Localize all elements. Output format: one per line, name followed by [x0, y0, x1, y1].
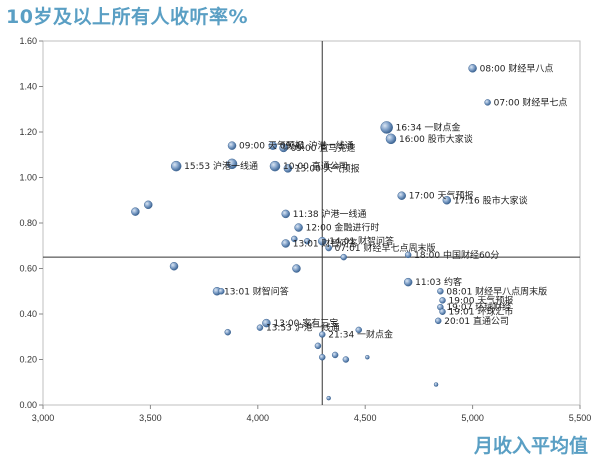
data-point [262, 318, 271, 328]
data-point [355, 326, 363, 334]
data-point [144, 200, 153, 210]
data-label: 16:34 一财点金 [396, 121, 461, 133]
y-tick-label: 1.40 [19, 82, 37, 92]
data-label: 17:00 天气预报 [409, 190, 474, 202]
data-label: 17:16 股市大家谈 [454, 194, 528, 206]
data-point [318, 353, 326, 361]
data-point [433, 382, 439, 387]
data-point [437, 288, 444, 295]
data-point [268, 141, 278, 150]
data-label: 11:38 沪港一线通 [293, 208, 367, 220]
data-point [227, 141, 237, 150]
data-point [318, 331, 326, 338]
data-label: 19:01 环球汇市 [449, 306, 514, 318]
data-label: 08:01 财经早八点周末版 [446, 285, 547, 297]
data-point [218, 288, 225, 295]
data-point [468, 64, 477, 73]
y-tick-label: 0.60 [19, 264, 37, 274]
data-point [434, 317, 442, 325]
data-point [279, 143, 288, 153]
data-point [365, 354, 370, 360]
data-label: 15:53 沪港一线通 [184, 160, 258, 172]
data-label: 09:00 天气预报 [239, 140, 304, 152]
data-label: 21:34 一财点金 [328, 328, 393, 340]
data-label: 14:01 财智问答 [329, 235, 394, 247]
data-point [342, 356, 350, 363]
data-label: 13:53 沪港一线通 [266, 322, 340, 334]
data-point [439, 297, 446, 304]
data-label: 13:01 财智问答 [293, 237, 358, 249]
data-point [170, 160, 182, 172]
data-point [294, 223, 303, 232]
data-label: 09:41 沪港一线通 [280, 140, 354, 152]
y-tick-label: 0.40 [19, 309, 37, 319]
data-point [226, 158, 238, 170]
data-point [326, 395, 331, 401]
data-point [397, 191, 406, 200]
data-label: 13:01 财智问答 [224, 285, 289, 297]
data-label: 20:01 直通公司 [444, 315, 509, 327]
x-tick-label: 4,000 [247, 413, 270, 423]
data-point [303, 237, 311, 245]
data-point [131, 207, 140, 216]
data-point [291, 235, 298, 243]
data-point [442, 196, 452, 205]
data-point [385, 133, 397, 145]
x-tick-label: 5,000 [461, 413, 484, 423]
data-point [404, 251, 412, 259]
data-point [256, 324, 264, 331]
chart-title: 10岁及以上所有人收听率% [6, 6, 248, 28]
data-point [439, 308, 446, 315]
data-point [317, 236, 327, 246]
data-point [331, 351, 339, 359]
y-tick-label: 0.80 [19, 218, 37, 228]
data-point [292, 264, 301, 273]
data-label: 09:00 直马竞速 [291, 142, 356, 154]
data-point [224, 328, 231, 336]
data-point [169, 261, 179, 271]
data-label: 19:07 环球财经 [446, 301, 511, 313]
x-tick-label: 3,500 [139, 413, 162, 423]
data-point [403, 277, 413, 287]
data-point [283, 164, 293, 173]
data-point [269, 160, 281, 172]
y-tick-label: 1.60 [19, 36, 37, 46]
data-point [380, 121, 393, 134]
data-label: 19:00 天气预报 [449, 294, 514, 306]
data-label: 18:00 中国财经60分 [414, 249, 499, 261]
data-point [314, 342, 322, 350]
data-label: 13:00 家有三宝 [273, 317, 338, 329]
data-label: 16:00 股市大家谈 [399, 133, 473, 145]
data-point [325, 244, 332, 252]
data-point [281, 209, 290, 219]
data-label: 07:00 财经早七点 [494, 96, 568, 108]
data-point [281, 239, 290, 248]
data-point [340, 253, 347, 261]
data-label: 07:01 财经早七点周末版 [335, 242, 436, 254]
x-axis-title: 月收入平均值 [473, 435, 588, 457]
x-tick-label: 3,000 [32, 413, 55, 423]
y-tick-label: 1.00 [19, 173, 37, 183]
x-tick-label: 5,500 [569, 413, 592, 423]
data-label: 15:00 天气预报 [295, 162, 360, 174]
y-tick-label: 1.20 [19, 127, 37, 137]
data-label: 08:00 财经早八点 [480, 62, 554, 74]
data-label: 10:00 直通公司 [283, 160, 348, 172]
data-point [484, 99, 491, 106]
y-tick-label: 0.00 [19, 400, 37, 410]
y-tick-label: 0.20 [19, 355, 37, 365]
data-label: 12:00 金融进行时 [306, 222, 380, 234]
data-label: 11:03 约客 [415, 276, 462, 288]
x-tick-label: 4,500 [354, 413, 377, 423]
